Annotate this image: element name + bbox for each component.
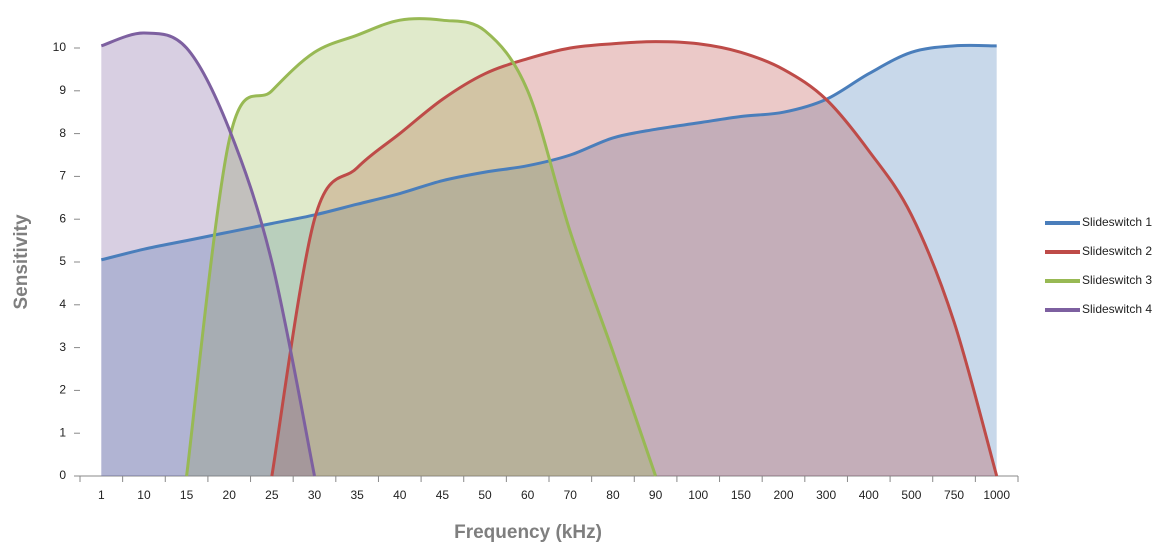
x-tick-label: 45: [436, 488, 450, 502]
x-tick-label: 15: [180, 488, 194, 502]
x-tick-label: 1: [98, 488, 105, 502]
x-tick-label: 1000: [983, 488, 1010, 502]
y-tick-label: 0: [59, 468, 66, 482]
y-tick-label: 10: [53, 40, 67, 54]
x-tick-label: 100: [688, 488, 708, 502]
y-tick-label: 1: [59, 425, 66, 439]
x-tick-label: 35: [350, 488, 364, 502]
x-axis-title: Frequency (kHz): [454, 522, 602, 543]
series-line: [100, 31, 316, 477]
area-fill: [101, 33, 315, 476]
y-tick-label: 4: [59, 297, 66, 311]
x-tick-label: 300: [816, 488, 836, 502]
y-tick-label: 3: [59, 340, 66, 354]
y-tick-label: 6: [59, 211, 66, 225]
x-tick-label: 50: [478, 488, 492, 502]
x-tick-label: 10: [137, 488, 151, 502]
x-tick-label: 70: [564, 488, 578, 502]
x-tick-label: 500: [901, 488, 921, 502]
legend-label: Slideswitch 2: [1082, 244, 1152, 258]
y-tick-label: 5: [59, 254, 66, 268]
x-tick-label: 90: [649, 488, 663, 502]
x-tick-label: 400: [859, 488, 879, 502]
series-line: [185, 17, 658, 477]
x-tick-label: 40: [393, 488, 407, 502]
x-tick-label: 150: [731, 488, 751, 502]
series-line: [270, 40, 999, 477]
x-tick-label: 30: [308, 488, 322, 502]
area-fill: [186, 18, 656, 477]
y-tick-label: 8: [59, 126, 66, 140]
x-tick-label: 200: [773, 488, 793, 502]
legend-label: Slideswitch 1: [1082, 215, 1152, 229]
legend-label: Slideswitch 4: [1082, 302, 1152, 316]
x-tick-label: 80: [606, 488, 620, 502]
x-tick-label: 20: [223, 488, 237, 502]
area-fill: [101, 45, 997, 476]
y-tick-label: 7: [59, 169, 66, 183]
y-tick-label: 2: [59, 383, 66, 397]
area-fill: [271, 41, 997, 476]
x-tick-label: 25: [265, 488, 279, 502]
x-tick-label: 60: [521, 488, 535, 502]
x-tick-label: 750: [944, 488, 964, 502]
legend-label: Slideswitch 3: [1082, 273, 1152, 287]
y-axis-title: Sensitivity: [11, 214, 32, 309]
y-tick-label: 9: [59, 83, 66, 97]
